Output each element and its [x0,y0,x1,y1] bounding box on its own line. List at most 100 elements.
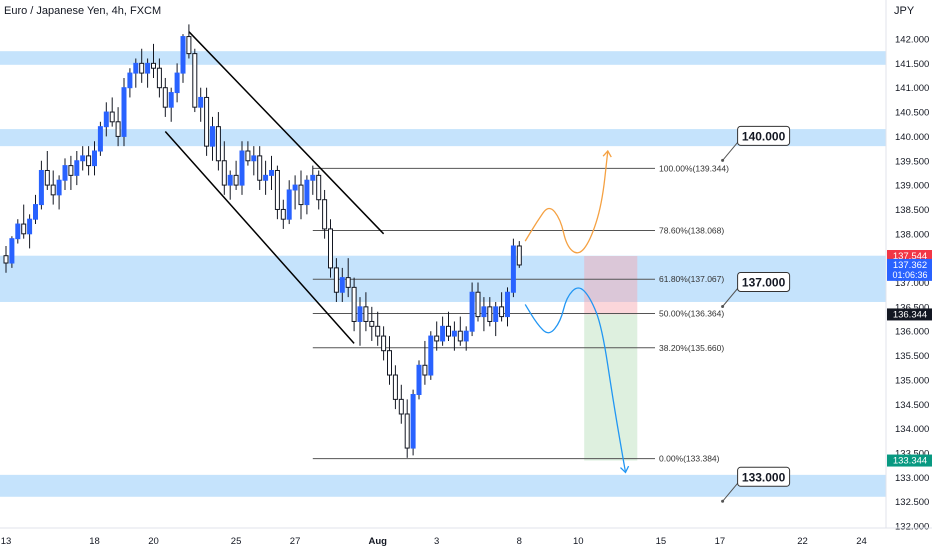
candle [50,170,56,205]
candle-body [428,335,434,376]
candle [186,24,192,59]
candle-body [204,96,210,147]
time-axis[interactable]: 13 18 20 25 27 Aug 3 8 10 15 17 22 24 [0,527,932,547]
candle [239,141,245,195]
candle-body [156,67,162,89]
price-tick-label: 137.000 [895,278,929,289]
candle [404,399,410,458]
candle-body [257,155,263,181]
candle-body [127,72,133,89]
candle-body [280,208,286,220]
candle [369,306,375,341]
symbol-title[interactable]: Euro / Japanese Yen, 4h, FXCM [4,5,162,17]
candle-body [310,174,316,181]
candle-body [328,228,333,269]
candle [499,292,505,322]
time-tick-label: 17 [715,536,726,547]
candle [192,48,198,113]
candle-body [475,291,481,318]
candle [204,87,210,156]
stop-loss-area[interactable] [584,256,638,315]
price-tick-label: 138.000 [895,229,929,240]
candle [156,58,162,98]
price-badge-text-3: 133.344 [893,456,927,467]
time-tick-label: Aug [368,536,387,547]
short-position-tool[interactable] [584,256,638,461]
candle [221,141,227,195]
zone-callout-1[interactable]: 137.000 [721,272,791,309]
candle-body [322,199,328,230]
candle [280,199,286,229]
candle-body [251,155,257,162]
candle-body [174,72,180,94]
channel-line-0[interactable] [188,31,385,235]
callout-anchor [721,305,725,308]
candle [322,189,328,239]
fibonacci-retracement[interactable]: 100.00%(139.344) 78.60%(138.068) 61.80%(13… [312,163,729,464]
candle [351,277,357,332]
currency-label: JPY [894,5,915,17]
candle-body [56,179,62,196]
candle-body [97,126,103,152]
candle-body [410,394,416,449]
candle-body [392,374,398,400]
candle-body [86,155,92,167]
candle [328,219,333,278]
callout-pointer [722,142,738,161]
descending-channel[interactable] [164,31,385,344]
candle [475,282,481,322]
price-badge-text-2: 136.344 [893,309,927,320]
time-tick-label: 24 [856,536,867,547]
projection-arrowhead-0 [602,149,612,158]
candle-body [3,255,9,264]
callout-box [737,272,791,292]
callout-anchor [721,158,725,162]
candle-body [15,223,21,240]
candle-body [422,364,428,376]
candle [310,165,316,195]
candle-body [33,204,38,220]
candle-body [68,165,74,176]
candle [286,180,292,225]
zone-callout-2[interactable]: 133.000 [721,466,791,503]
candle [469,282,475,337]
price-tick-label: 133.000 [895,473,929,484]
candle [345,258,351,298]
candle [15,219,21,244]
price-badge-3 [887,454,932,467]
candle [493,301,499,337]
candle [316,170,322,210]
candle [434,321,440,351]
candle-body [434,335,440,342]
candle [422,340,428,385]
candle-body [215,126,221,162]
price-tick-label: 133.500 [895,448,929,459]
candle-body [50,184,56,196]
candle-body [27,218,33,235]
candle [357,297,363,346]
zone-callout-0[interactable]: 140.000 [721,125,791,162]
candle-body [133,62,139,74]
candle [121,77,127,147]
candle-body [398,398,404,415]
zone-callout-labels[interactable]: 140.000 137.000 133.000 [721,125,791,503]
channel-line-1[interactable] [164,131,355,344]
candle-body [21,223,27,235]
callout-box [737,466,791,487]
candle [168,87,174,122]
candle [392,365,398,410]
candle [139,48,145,83]
candle-body [168,92,174,108]
candle [162,77,168,117]
candle-body [416,364,422,396]
candle-body [186,36,192,55]
candle [151,43,156,78]
candle-body [404,413,410,449]
candle [375,311,381,346]
candle [227,170,233,200]
price-tick-label: 140.500 [895,108,929,119]
callout-anchor [721,499,725,503]
candle [269,155,274,190]
